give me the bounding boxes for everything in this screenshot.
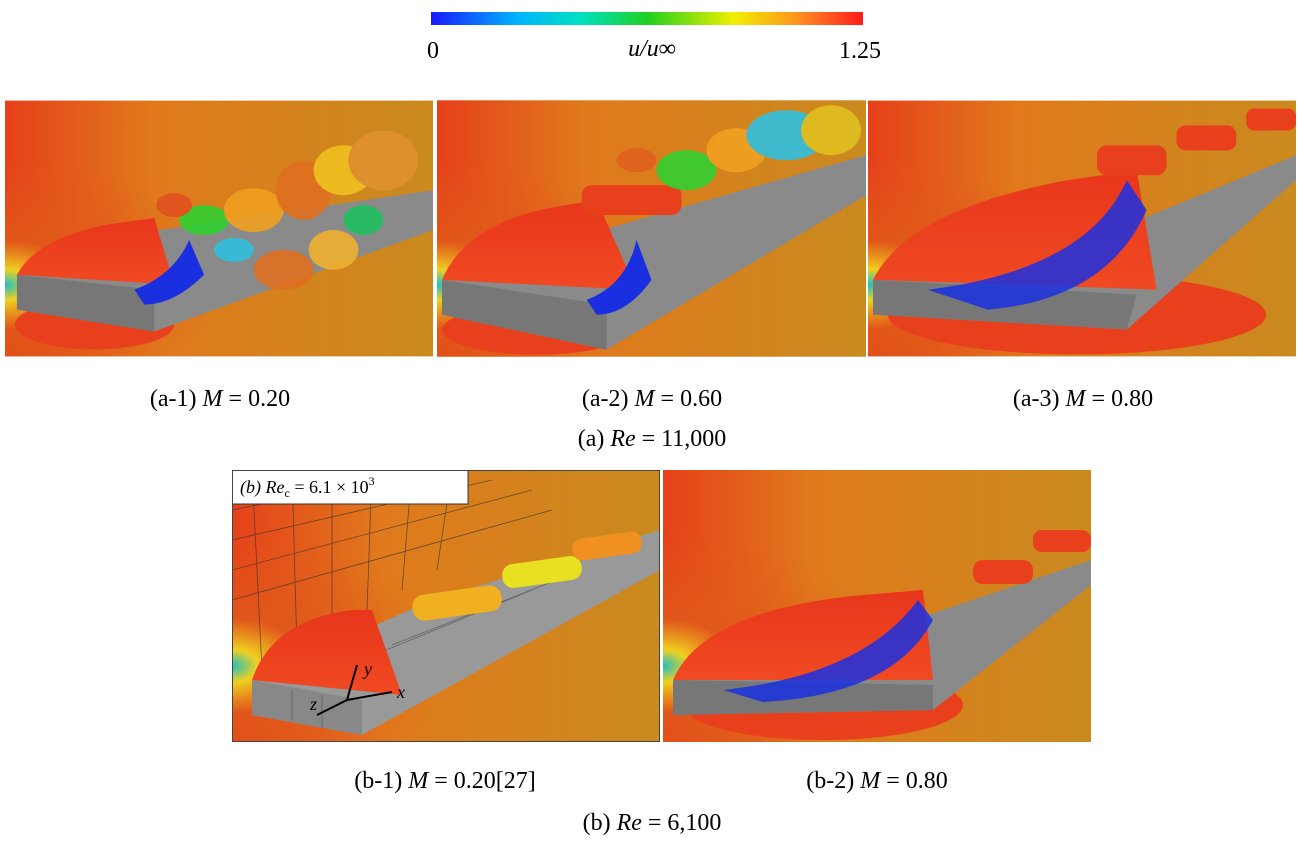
- text: M: [408, 768, 428, 794]
- flow-image: [868, 100, 1296, 357]
- text: (b): [240, 477, 261, 498]
- axis-label: x: [396, 682, 405, 702]
- text: (b): [583, 810, 611, 836]
- text: (b-1): [354, 768, 402, 794]
- text: M: [635, 386, 655, 412]
- inset-label: (b) Rec = 6.1 × 103: [240, 474, 375, 500]
- text: Re: [610, 426, 635, 452]
- figure: 0 u/u∞ 1.25 (a-1) M = 0.20 (a-2) M = 0.6…: [0, 0, 1298, 846]
- text: = 11,000: [642, 426, 727, 452]
- text: 3: [369, 474, 375, 488]
- text: M: [203, 386, 223, 412]
- text: M: [860, 768, 880, 794]
- flow-image: [5, 100, 433, 357]
- axis-label: z: [309, 694, 317, 714]
- text: M: [1066, 386, 1086, 412]
- text: = 0.20: [229, 386, 291, 412]
- flow-image: [663, 470, 1091, 742]
- text: (a-1): [150, 386, 197, 412]
- axis-label: y: [362, 659, 372, 679]
- text: = 0.20[27]: [434, 768, 536, 794]
- panel-caption: (a-2) M = 0.60: [582, 386, 722, 413]
- text: = 0.80: [1092, 386, 1154, 412]
- colorbar-label: u/u∞: [628, 36, 676, 63]
- text: = 6,100: [648, 810, 722, 836]
- flow-image: [437, 100, 866, 357]
- colorbar: [430, 11, 864, 27]
- text: (a-3): [1013, 386, 1060, 412]
- colorbar-max: 1.25: [839, 38, 881, 65]
- group-caption: (a) Re = 11,000: [578, 426, 727, 453]
- text: Re: [617, 810, 642, 836]
- panel-caption: (a-1) M = 0.20: [150, 386, 290, 413]
- text: = 6.1 × 10: [294, 477, 368, 497]
- text: = 0.60: [661, 386, 723, 412]
- panel-caption: (b-2) M = 0.80: [806, 768, 948, 795]
- text: Re: [265, 477, 285, 497]
- panel-caption: (b-1) M = 0.20[27]: [354, 768, 536, 795]
- group-caption: (b) Re = 6,100: [583, 810, 722, 837]
- text: (a-2): [582, 386, 629, 412]
- colorbar-min: 0: [427, 38, 439, 65]
- flow-image: (b) Rec = 6.1 × 103 y z x: [232, 470, 660, 742]
- text: (a): [578, 426, 605, 452]
- panel-caption: (a-3) M = 0.80: [1013, 386, 1153, 413]
- colorbar-gradient: [431, 12, 863, 25]
- text: = 0.80: [886, 768, 948, 794]
- text: (b-2): [806, 768, 854, 794]
